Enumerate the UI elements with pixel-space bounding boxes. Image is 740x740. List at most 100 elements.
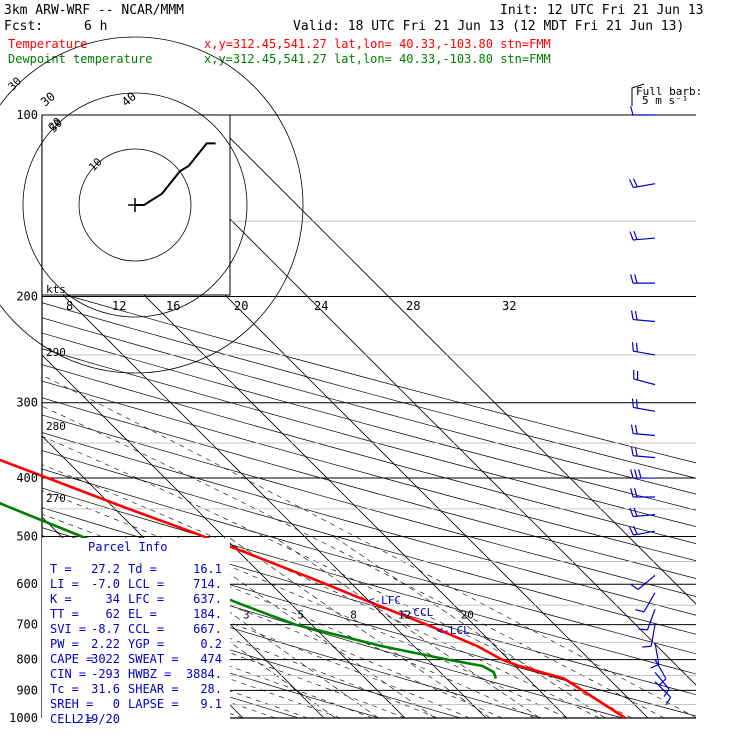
speed-axis-label: 16	[166, 299, 180, 313]
moist-adiabat	[42, 513, 535, 718]
parcel-info-cell: 31.6	[91, 682, 120, 696]
dewpoint-location: x,y=312.45,541.27 lat,lon= 40.33,-103.80…	[204, 52, 551, 66]
wind-barb-staff	[633, 350, 656, 356]
wind-barb-staff	[654, 671, 670, 690]
fcst-label: Fcst:	[4, 19, 43, 34]
pressure-tick-label: 1000	[9, 711, 38, 725]
wind-barb	[630, 446, 656, 459]
parcel-info-cell: EL =	[128, 607, 157, 621]
speed-axis-label: 8	[66, 299, 73, 313]
isotherm-line	[42, 273, 487, 718]
level-marker-label: <-CCL	[400, 606, 433, 619]
wind-barb-flag	[628, 526, 634, 536]
wind-barb-flag	[630, 488, 634, 498]
wind-barb	[635, 592, 656, 613]
wind-barb-flag	[629, 231, 634, 241]
dewpoint-profile	[0, 501, 498, 679]
speed-axis-label: 12	[112, 299, 126, 313]
parcel-info-cell: TT =	[50, 607, 79, 621]
wind-barb-staff	[633, 406, 656, 412]
wind-barb-staff	[637, 574, 656, 590]
wind-barb	[630, 310, 656, 323]
speed-axis-label: 32	[502, 299, 516, 313]
wind-barb	[642, 624, 656, 648]
hodograph-units-label: kts	[46, 283, 66, 296]
parcel-info-cell: 3022	[91, 652, 120, 666]
wind-barb-flag	[635, 342, 638, 352]
wind-barb	[628, 178, 656, 189]
hodograph-ring	[78, 148, 192, 262]
wind-barb-flag	[634, 310, 638, 321]
wind-barb-flag	[631, 342, 634, 352]
mixing-ratio-line	[333, 536, 606, 718]
parcel-info-cell: 3884.	[186, 667, 222, 681]
mixing-ratio-label: 3	[243, 609, 250, 622]
parcel-info-cell: T =	[50, 562, 72, 576]
wind-barb	[631, 398, 656, 412]
wind-barb-flag	[634, 488, 638, 498]
mixing-ratio-label: 12	[398, 609, 411, 622]
pressure-tick-label: 600	[16, 577, 38, 591]
pressure-tick-label: 400	[16, 471, 38, 485]
wind-barb-flag	[632, 178, 638, 188]
wind-barb-staff	[643, 592, 656, 613]
parcel-info-cell: 34	[106, 592, 120, 606]
parcel-info-box: Parcel Info T = 27.2 Td = 16.1 LI = -7.0 LCL =…	[42, 538, 230, 726]
wind-barb-flag	[631, 398, 634, 408]
wind-barb-staff	[650, 624, 656, 647]
parcel-info-cell: Tc =	[50, 682, 79, 696]
valid-time: Valid: 18 UTC Fri 21 Jun 13 (12 MDT Fri …	[293, 19, 684, 34]
wind-barb	[638, 608, 656, 631]
parcel-info-cell: 474	[200, 652, 222, 666]
parcel-info-cell: K =	[50, 592, 72, 606]
wind-barb	[630, 469, 655, 479]
wind-barb	[654, 681, 672, 706]
parcel-info-cell: 0	[113, 697, 120, 711]
wind-barb-flag	[638, 469, 642, 479]
side-theta-label: 270	[46, 492, 66, 505]
parcel-info-cell: LI =	[50, 577, 79, 591]
temperature-location: x,y=312.45,541.27 lat,lon= 40.33,-103.80…	[204, 37, 551, 51]
wind-barb	[633, 369, 656, 386]
hodograph-trace	[135, 142, 216, 206]
parcel-info-cell: 28.	[200, 682, 222, 696]
wind-barb-flag	[630, 274, 634, 284]
parcel-info-cell: Td =	[128, 562, 157, 576]
level-marker-label: <-LCL	[437, 624, 470, 637]
wind-barb-flag	[630, 583, 639, 590]
wind-barb-staff	[654, 642, 660, 665]
isotherm-tick-label: 30	[38, 89, 58, 109]
dewpoint-label: Dewpoint temperature	[8, 52, 153, 66]
wind-barb-flag	[632, 525, 638, 535]
parcel-info-cell: YGP =	[128, 637, 164, 651]
parcel-info-cell: SHEAR =	[128, 682, 179, 696]
wind-barb-staff	[633, 455, 656, 459]
temperature-label: Temperature	[8, 37, 87, 51]
wind-barb	[630, 424, 656, 437]
hodograph-ring	[22, 92, 248, 318]
barb-legend-title: Full barb:	[636, 85, 702, 98]
speed-axis-label: 28	[406, 299, 420, 313]
temperature-profile	[0, 458, 627, 720]
moist-adiabat	[42, 614, 341, 718]
parcel-info-cell: LFC =	[128, 592, 164, 606]
parcel-info-cell: SVI =	[50, 622, 86, 636]
mixing-ratio-label: 5	[298, 609, 305, 622]
wind-barb-staff	[633, 378, 656, 386]
wind-barb-flag	[630, 446, 634, 456]
side-theta-label: 290	[46, 346, 66, 359]
wind-barb-staff	[633, 318, 656, 323]
parcel-info-cell: 637.	[193, 592, 222, 606]
parcel-info-cell: -7.0	[91, 577, 120, 591]
speed-axis-label: 20	[234, 299, 248, 313]
parcel-info-cell: LAPSE =	[128, 697, 179, 711]
side-theta-label: 280	[46, 420, 66, 433]
init-time: Init: 12 UTC Fri 21 Jun 13	[500, 3, 704, 18]
wind-barb-flag	[628, 179, 634, 188]
wind-barb-flag	[638, 628, 648, 631]
wind-barb-staff	[654, 659, 667, 679]
mixing-ratio-label: 20	[461, 609, 474, 622]
barb-legend-units: 5 m s⁻¹	[642, 94, 688, 107]
pressure-tick-label: 500	[16, 529, 38, 543]
